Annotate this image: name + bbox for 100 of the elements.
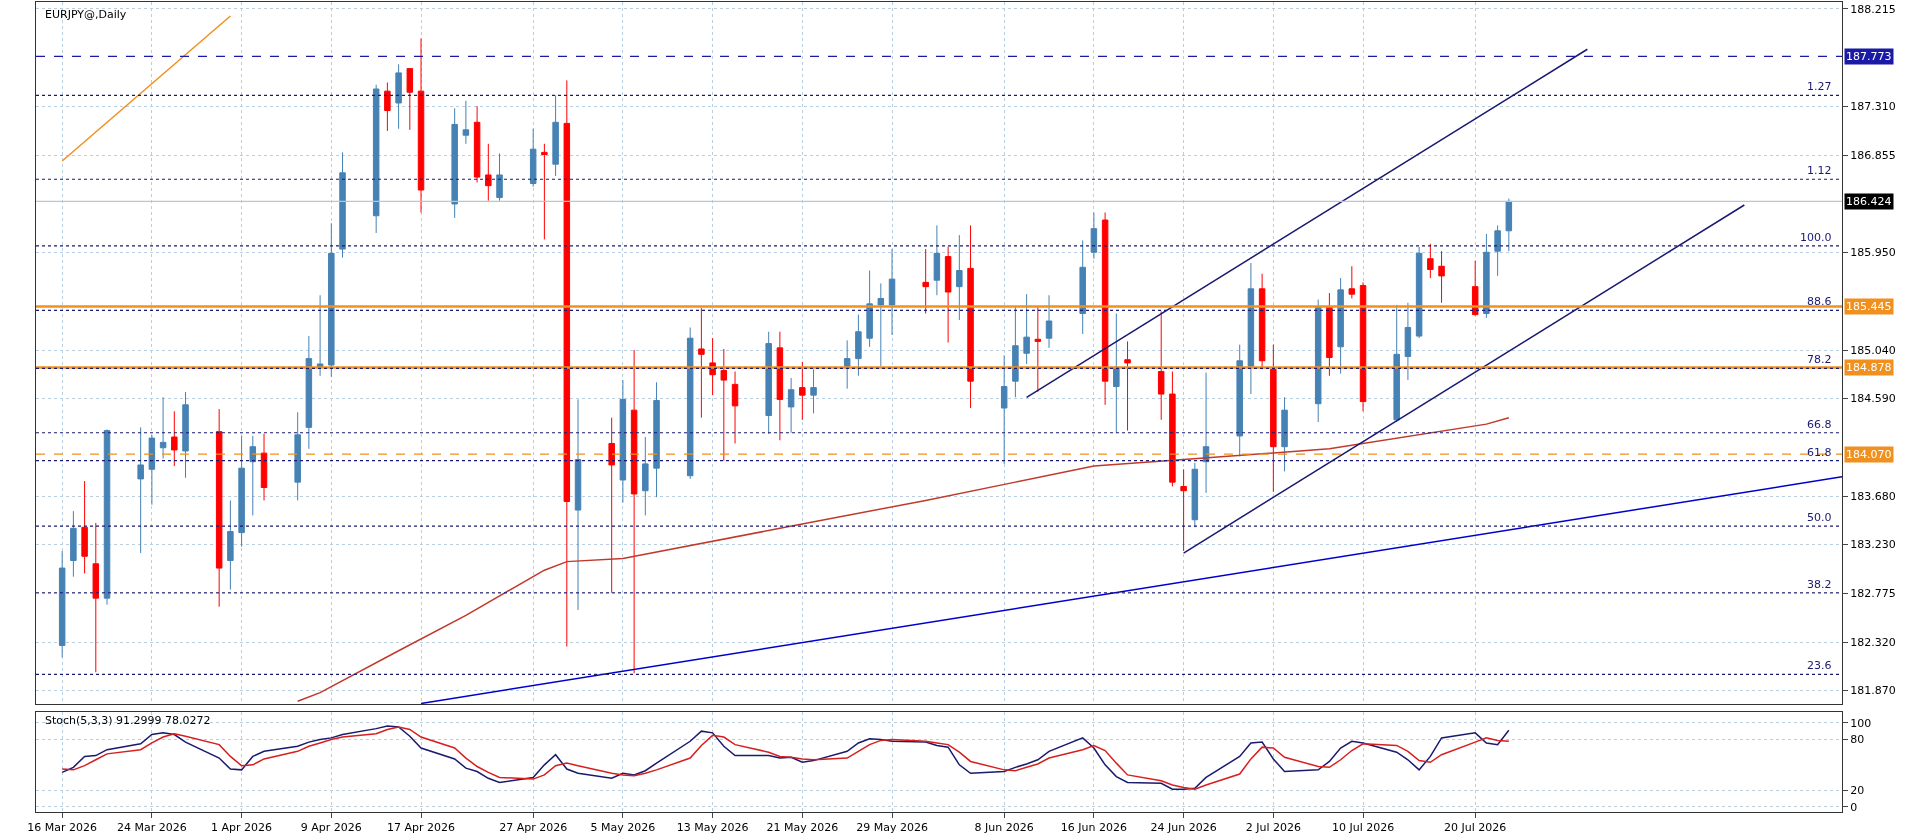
- candlestick: [159, 396, 167, 460]
- candlestick: [294, 411, 301, 501]
- candlestick: [529, 128, 537, 188]
- y-tick-label: 183.230: [1850, 538, 1896, 552]
- x-tick-label: 24 Mar 2026: [117, 821, 187, 835]
- y-tick-label: 185.040: [1850, 343, 1896, 357]
- candlestick: [1090, 212, 1098, 260]
- candlestick: [552, 94, 559, 177]
- candlestick: [608, 417, 615, 594]
- text: EURJPY@,Daily: [45, 8, 127, 21]
- candlestick: [137, 426, 144, 554]
- candlestick: [1169, 371, 1176, 487]
- annotation: 66.8: [1807, 418, 1832, 431]
- y-tick-label: 188.215: [1850, 2, 1896, 16]
- candlestick: [1270, 344, 1277, 493]
- annotation: 1.12: [1807, 164, 1832, 177]
- candlestick: [1348, 265, 1356, 299]
- candlestick: [249, 435, 257, 516]
- y-tick-label: 182.320: [1850, 636, 1896, 650]
- candlestick: [1101, 212, 1109, 406]
- x-tick-label: 5 May 2026: [590, 821, 656, 835]
- candlestick: [171, 410, 178, 467]
- candlestick: [731, 371, 739, 444]
- candlestick: [944, 246, 952, 343]
- candlestick: [417, 38, 425, 214]
- x-tick-label: 16 Mar 2026: [27, 821, 98, 835]
- y-tick-label: 183.680: [1850, 489, 1896, 503]
- candlestick: [1404, 302, 1412, 381]
- candlestick: [698, 307, 705, 419]
- y-tick-label: 0: [1850, 800, 1858, 814]
- candlestick: [1113, 313, 1120, 434]
- candlestick: [473, 105, 481, 183]
- candlestick: [776, 331, 784, 441]
- candlestick: [92, 522, 100, 673]
- x-tick-label: 29 May 2026: [856, 821, 928, 835]
- candlestick: [1202, 372, 1210, 494]
- candlestick: [765, 331, 772, 435]
- y-tick-label: 187.310: [1850, 100, 1896, 114]
- candlestick: [1124, 340, 1131, 432]
- candlestick: [574, 398, 582, 611]
- candlestick: [1079, 239, 1086, 335]
- x-tick-label: 20 Jul 2026: [1444, 821, 1507, 835]
- x-tick-label: 8 Jun 2026: [974, 821, 1034, 835]
- x-tick-label: 16 Jun 2026: [1060, 821, 1127, 835]
- candlestick: [81, 480, 88, 574]
- x-tick-label: 13 May 2026: [676, 821, 749, 835]
- candlestick: [1191, 462, 1199, 528]
- candlestick: [182, 391, 189, 479]
- candlestick: [653, 381, 660, 498]
- y-tick-label: 181.870: [1850, 684, 1896, 698]
- candlestick: [563, 79, 571, 647]
- annotation: 1.27: [1807, 80, 1832, 93]
- candlestick: [720, 348, 728, 462]
- x-tick-label: 9 Apr 2026: [300, 821, 362, 835]
- candlestick: [305, 335, 313, 450]
- candlestick: [1415, 246, 1423, 339]
- candlestick: [328, 222, 335, 378]
- candlestick: [1157, 310, 1165, 421]
- annotation: 50.0: [1807, 511, 1832, 524]
- x-tick-label: 24 Jun 2026: [1150, 821, 1217, 835]
- candlestick: [462, 100, 470, 145]
- annotation: 88.6: [1807, 295, 1832, 308]
- ref-line-label: 184.070: [1846, 448, 1892, 461]
- candlestick: [1438, 250, 1445, 304]
- y-tick-label: 80: [1850, 733, 1865, 747]
- candlestick: [238, 435, 245, 548]
- ref-line-label: 186.424: [1846, 195, 1892, 208]
- annotation: 61.8: [1807, 446, 1832, 459]
- candlestick: [686, 326, 694, 480]
- candlestick: [1023, 293, 1030, 365]
- candlestick: [260, 433, 268, 501]
- x-tick-label: 1 Apr 2026: [211, 821, 273, 835]
- candlestick: [451, 107, 458, 219]
- candlestick: [1427, 243, 1434, 279]
- y-tick-label: 182.775: [1850, 587, 1896, 601]
- candlestick: [541, 143, 548, 240]
- annotation: 100.0: [1800, 231, 1832, 244]
- candlestick: [1180, 468, 1187, 552]
- candlestick: [922, 248, 929, 314]
- candlestick: [1314, 299, 1322, 423]
- candlestick: [496, 152, 503, 202]
- ref-line-label: 187.773: [1846, 50, 1892, 63]
- y-tick-label: 185.950: [1850, 246, 1896, 260]
- annotation: 23.6: [1807, 659, 1832, 672]
- candlestick: [1012, 305, 1019, 398]
- y-tick-label: 184.590: [1850, 392, 1896, 406]
- annotation: 38.2: [1807, 578, 1832, 591]
- candlestick: [485, 143, 492, 202]
- ref-line-label: 185.445: [1846, 300, 1892, 313]
- candlestick: [1337, 277, 1344, 375]
- x-tick-label: 17 Apr 2026: [387, 821, 456, 835]
- y-tick-label: 20: [1850, 783, 1865, 797]
- candlestick: [70, 510, 77, 578]
- candlestick: [1000, 354, 1008, 465]
- candlestick: [866, 270, 873, 348]
- candlestick: [1034, 305, 1042, 393]
- candlestick: [843, 339, 851, 390]
- y-tick-label: 100: [1850, 716, 1872, 730]
- candlestick: [810, 368, 817, 414]
- annotation: 78.2: [1807, 353, 1832, 366]
